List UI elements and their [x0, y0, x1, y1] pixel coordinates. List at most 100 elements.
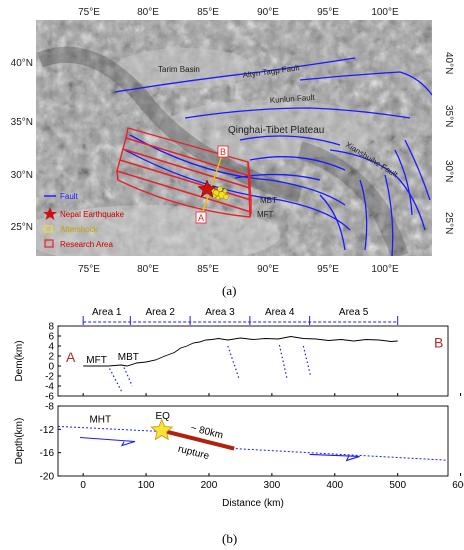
- dem-tick-label: -4: [45, 382, 54, 393]
- motion-arrow-right: [309, 453, 360, 462]
- plateau-label: Qinghai-Tibet Plateau: [228, 125, 324, 136]
- lon-label: 100°E: [371, 7, 399, 18]
- lon-label: 95°E: [317, 264, 339, 275]
- mht-line: [57, 425, 449, 461]
- point-a-box: [195, 211, 207, 224]
- x-tick-label: 500: [389, 480, 406, 491]
- legend-star-icon: [43, 207, 57, 220]
- x-tick-label: 200: [201, 480, 218, 491]
- himalaya-fault-2: [124, 149, 351, 231]
- legend-fault: Fault: [60, 192, 79, 201]
- lon-label: 90°E: [257, 7, 279, 18]
- depth-tick-label: -20: [40, 472, 55, 483]
- panel-a-caption: (a): [222, 283, 237, 298]
- eastern-fault-2: [359, 179, 368, 251]
- area-label: Area 3: [205, 307, 235, 318]
- eastern-fault-1: [319, 194, 346, 251]
- central-fault-1: [239, 135, 341, 146]
- fault-trace-dotted: [278, 344, 288, 379]
- fault-lines: [114, 57, 432, 256]
- point-b-label: B: [220, 147, 226, 157]
- rupture-label: rupture: [177, 444, 211, 462]
- depth-tick-label: -12: [40, 425, 55, 436]
- tarim-basin-label: Tarim Basin: [158, 65, 200, 74]
- area-label: Area 5: [339, 307, 369, 318]
- plateau-area: [160, 100, 380, 160]
- central-fault-2: [249, 156, 346, 171]
- legend-research: Research Area: [60, 240, 113, 249]
- panel-b-caption: (b): [222, 531, 238, 546]
- area-label: Area 1: [92, 307, 122, 318]
- area-label: Area 4: [265, 307, 295, 318]
- lon-label: 80°E: [137, 7, 159, 18]
- relief-map: [36, 20, 432, 256]
- fault-trace-dotted: [227, 345, 240, 380]
- earthquake-star-icon: [197, 179, 217, 198]
- depth-tick-label: -16: [40, 448, 55, 459]
- map-legend: Fault Nepal Earthquake Aftershock Resear…: [43, 192, 125, 249]
- x-tick-label: 300: [264, 480, 281, 491]
- mft-label: MFT: [257, 210, 274, 219]
- longitude-labels-bottom: 75°E 80°E 85°E 90°E 95°E 100°E: [78, 264, 399, 275]
- himalaya-fault-1: [129, 134, 346, 206]
- lat-label: 30°N: [11, 170, 33, 181]
- mht-label: MHT: [89, 415, 111, 426]
- lon-label: 90°E: [257, 264, 279, 275]
- fault-trace-dotted: [123, 367, 133, 387]
- dem-axis-title: Dem(km): [14, 340, 25, 381]
- eq-label: EQ: [156, 411, 171, 422]
- lat-label: 30°N: [443, 160, 454, 182]
- kunlun-fault: [184, 107, 411, 119]
- lon-label: 100°E: [371, 264, 399, 275]
- eastern-fault-3: [384, 174, 394, 256]
- dem-tick-label: -6: [45, 392, 54, 403]
- lon-label: 85°E: [197, 7, 219, 18]
- legend-research-icon: [44, 239, 54, 248]
- eastern-fault-5: [394, 149, 413, 216]
- lat-label: 40°N: [11, 58, 33, 69]
- lat-label: 35°N: [443, 105, 454, 127]
- point-b-box: [217, 145, 229, 158]
- lon-label: 95°E: [317, 7, 339, 18]
- lat-label: 25°N: [443, 212, 454, 234]
- eastern-fault-4: [404, 139, 431, 201]
- dem-plot-frame: [57, 325, 449, 397]
- epicenter-star-icon: [150, 418, 174, 441]
- latitude-labels-right: 40°N 35°N 30°N 25°N: [443, 52, 454, 234]
- rupture-segment: [161, 428, 235, 451]
- dem-tick-label: 2: [48, 352, 54, 363]
- motion-arrow-left: [79, 436, 136, 447]
- point-a-label: A: [198, 213, 204, 223]
- lat-label: 40°N: [443, 52, 454, 74]
- dem-tick-label: 8: [48, 322, 54, 333]
- x-tick-label: 600: [452, 480, 464, 491]
- xianshuihe-fault: [329, 149, 426, 231]
- depth-tick-label: -8: [45, 402, 54, 413]
- point-b-label: B: [434, 335, 443, 351]
- lon-label: 75°E: [78, 7, 100, 18]
- lat-label: 35°N: [11, 117, 33, 128]
- dem-profile-line: [83, 336, 398, 367]
- legend-aftershock-icon: [44, 225, 53, 233]
- dem-tick-label: 6: [48, 332, 54, 343]
- kunlun-fault-label: Kunlun Fault: [270, 93, 316, 105]
- india-plain: [36, 205, 280, 256]
- longitude-labels-top: 75°E 80°E 85°E 90°E 95°E 100°E: [78, 7, 399, 18]
- fault-trace-dotted: [109, 368, 123, 393]
- x-tick-label: 100: [138, 480, 155, 491]
- x-tick-label: 400: [326, 480, 343, 491]
- latitude-labels-left: 40°N 35°N 30°N 25°N: [11, 58, 33, 233]
- dem-tick-label: 0: [48, 362, 54, 373]
- mft-label: MFT: [86, 355, 107, 366]
- northern-fault: [299, 71, 432, 96]
- lon-label: 80°E: [137, 264, 159, 275]
- legend-quake: Nepal Earthquake: [60, 210, 125, 219]
- x-tick-label: 0: [80, 480, 86, 491]
- point-a-label: A: [66, 349, 76, 365]
- tarim-basin-area: [115, 48, 255, 88]
- mbt-label: MBT: [260, 196, 277, 205]
- lat-label: 25°N: [11, 222, 33, 233]
- profile-line-ab: [201, 151, 224, 215]
- fault-trace-dotted: [302, 345, 312, 378]
